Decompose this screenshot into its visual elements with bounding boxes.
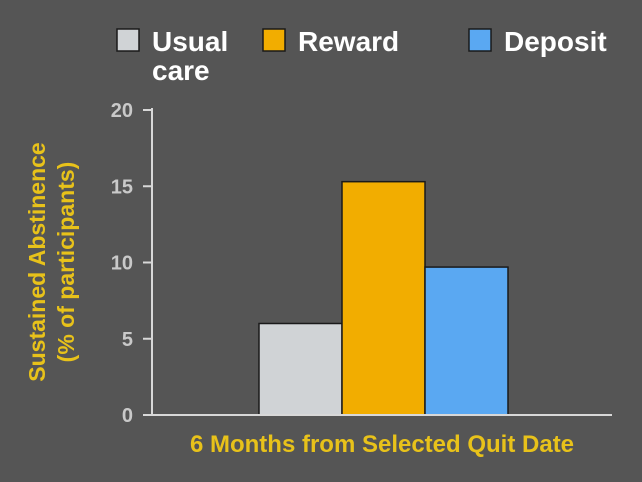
legend-item: Reward [262, 26, 399, 57]
y-tick-label: 5 [122, 329, 133, 351]
legend-label: Reward [298, 26, 399, 57]
legend-label: Usual [152, 26, 228, 57]
y-tick-label: 15 [111, 176, 133, 198]
y-axis-title-line: (% of participants) [53, 162, 79, 363]
y-tick-label: 0 [122, 405, 133, 427]
legend-label: care [152, 55, 210, 86]
bar-deposit [424, 266, 509, 416]
x-axis-title: 6 Months from Selected Quit Date [190, 431, 574, 458]
legend-swatch [468, 28, 492, 52]
bar-usual-care [258, 322, 343, 416]
y-axis-title: Sustained Abstinence (% of participants) [24, 142, 79, 381]
bars [258, 180, 509, 416]
legend-label: Deposit [504, 26, 607, 57]
legend-swatch [116, 28, 140, 52]
y-tick-label: 10 [111, 253, 133, 275]
y-tick-label: 20 [111, 100, 133, 122]
y-axis-title-line: Sustained Abstinence [24, 142, 50, 381]
bar-reward [341, 180, 426, 416]
legend-item: Deposit [468, 26, 607, 57]
y-axis-title-text: Sustained Abstinence (% of participants) [24, 142, 79, 381]
y-axis: 0 5 10 15 20 [111, 100, 153, 427]
legend-swatch [262, 28, 286, 52]
